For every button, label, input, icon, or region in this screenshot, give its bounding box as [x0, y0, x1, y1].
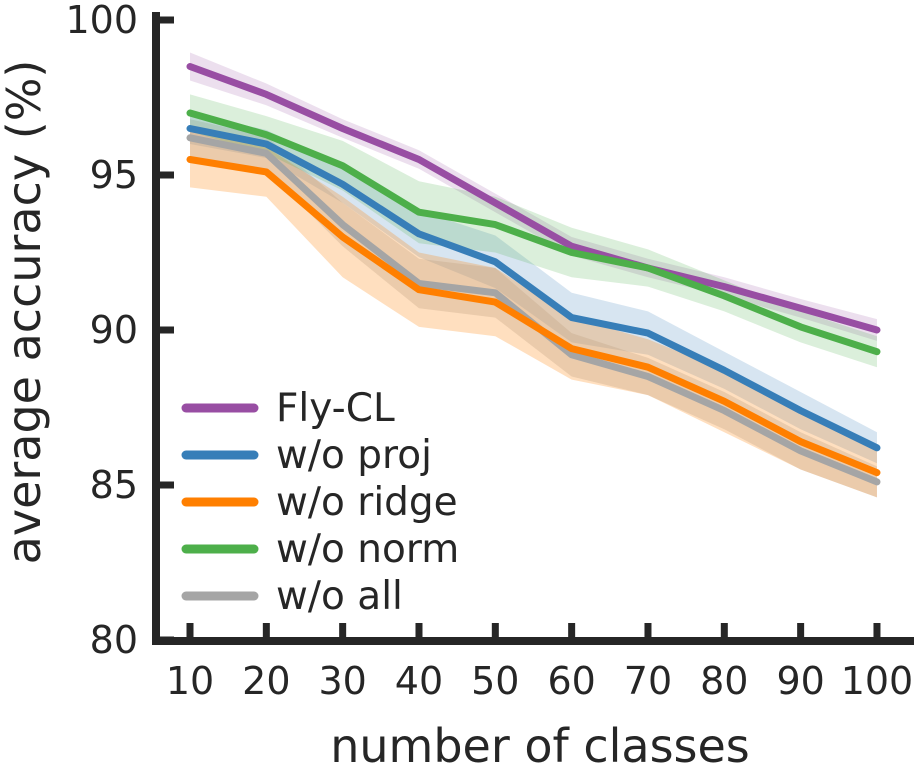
y-tick: [160, 16, 174, 24]
x-tick-label: 70: [624, 659, 672, 703]
x-axis-spine: [152, 637, 914, 645]
x-tick: [339, 623, 347, 637]
x-tick: [262, 623, 270, 637]
band-w/o norm: [190, 94, 877, 368]
x-tick-label: 90: [776, 659, 824, 703]
legend-item-w/o all: w/o all: [181, 574, 403, 619]
x-tick: [644, 623, 652, 637]
x-tick-label: 100: [841, 659, 914, 703]
legend-label: w/o all: [276, 574, 403, 619]
legend-item-w/o proj: w/o proj: [181, 433, 432, 478]
legend-item-w/o ridge: w/o ridge: [181, 480, 458, 525]
x-tick-label: 50: [471, 659, 519, 703]
x-tick-label: 80: [700, 659, 748, 703]
x-tick-label: 10: [166, 659, 214, 703]
y-axis-spine: [152, 12, 160, 645]
x-tick-label: 60: [547, 659, 595, 703]
legend-label: w/o ridge: [276, 480, 458, 525]
y-tick: [160, 326, 174, 334]
x-tick: [186, 623, 194, 637]
x-tick: [873, 623, 881, 637]
x-tick: [415, 623, 423, 637]
x-tick-label: 30: [318, 659, 366, 703]
line-w/o proj: [186, 125, 881, 452]
x-tick: [568, 623, 576, 637]
y-tick: [160, 636, 174, 644]
line-Fly-CL: [186, 63, 881, 334]
x-tick-label: 40: [395, 659, 443, 703]
y-axis-label: average accuracy (%): [0, 60, 51, 565]
legend-item-w/o norm: w/o norm: [181, 527, 459, 572]
y-tick-label: 85: [90, 463, 138, 507]
y-tick-label: 80: [90, 618, 138, 662]
x-tick: [720, 623, 728, 637]
y-tick: [160, 171, 174, 179]
legend-label: w/o proj: [276, 433, 432, 478]
x-tick: [491, 623, 499, 637]
x-tick-label: 20: [242, 659, 290, 703]
line-w/o ridge: [186, 156, 881, 477]
x-tick: [797, 623, 805, 637]
x-axis-label: number of classes: [330, 719, 750, 771]
y-tick-label: 100: [65, 0, 138, 42]
legend-label: w/o norm: [276, 527, 459, 572]
y-tick-label: 90: [90, 308, 138, 352]
line-w/o norm: [186, 109, 881, 356]
y-tick-label: 95: [90, 153, 138, 197]
band-w/o ridge: [190, 131, 877, 498]
series-lines: [186, 63, 881, 486]
tick-labels: 100 95 90 85 80 10 20 30 40 50 60 70 80 90 100: [65, 0, 913, 703]
y-tick: [160, 481, 174, 489]
axes: [152, 12, 914, 645]
legend-label: Fly-CL: [276, 386, 395, 431]
legend-item-Fly-CL: Fly-CL: [181, 386, 395, 431]
